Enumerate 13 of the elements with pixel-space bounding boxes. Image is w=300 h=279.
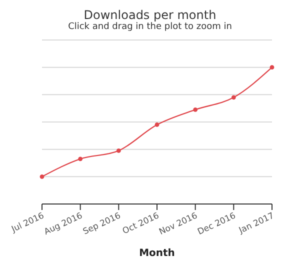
x-axis-title: Month bbox=[139, 248, 175, 259]
chart-title: Downloads per month bbox=[82, 8, 218, 22]
point bbox=[193, 108, 198, 112]
point bbox=[154, 122, 160, 127]
point bbox=[231, 95, 236, 100]
point bbox=[78, 156, 83, 162]
x-tick-label: Dec 2016 bbox=[196, 211, 238, 238]
point bbox=[116, 148, 121, 153]
x-tick-label: Sep 2016 bbox=[82, 211, 122, 238]
point bbox=[40, 174, 44, 179]
point bbox=[270, 65, 274, 70]
chart-subtitle: Click and drag in the plot to zoom in bbox=[67, 22, 233, 32]
x-tick-label: Jul 2016 bbox=[9, 211, 46, 236]
